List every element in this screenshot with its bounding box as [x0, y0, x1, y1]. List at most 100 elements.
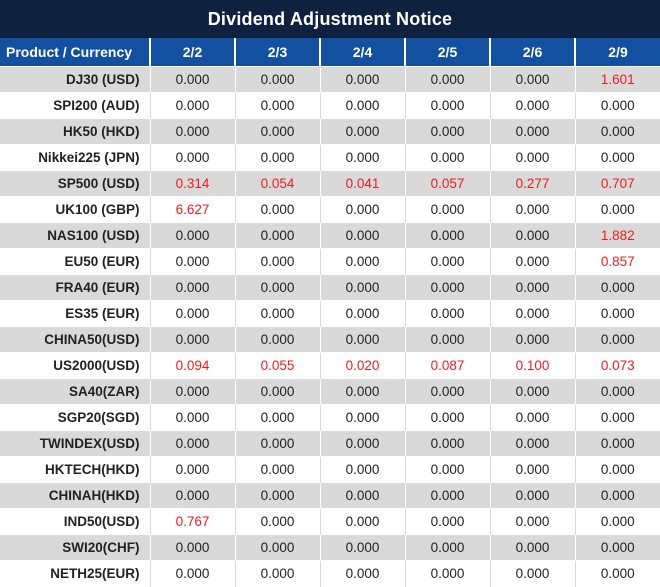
value-cell: 0.000 — [489, 196, 575, 223]
value-cell: 0.000 — [489, 300, 575, 327]
value-cell: 0.000 — [234, 92, 320, 119]
product-cell: FRA40 (EUR) — [55, 280, 140, 295]
value-cell: 0.000 — [489, 326, 575, 353]
value-cell: 0.857 — [574, 248, 660, 275]
table-row: DJ30 (USD) 0.000 0.000 0.000 0.000 0.000… — [0, 66, 660, 93]
value-cell: 0.000 — [149, 430, 235, 457]
value-cell: 0.000 — [149, 326, 235, 353]
date-header: 2/2 — [149, 38, 235, 67]
table-row: SA40(ZAR) 0.000 0.000 0.000 0.000 0.000 … — [0, 378, 660, 405]
table-row: NAS100 (USD) 0.000 0.000 0.000 0.000 0.0… — [0, 222, 660, 249]
table-row: US2000(USD) 0.094 0.055 0.020 0.087 0.10… — [0, 352, 660, 379]
value-cell: 0.000 — [574, 326, 660, 353]
value-cell: 1.882 — [574, 222, 660, 249]
value-cell: 0.000 — [319, 456, 405, 483]
value-cell: 0.000 — [489, 66, 575, 93]
product-cell: HK50 (HKD) — [62, 124, 140, 139]
value-cell: 0.000 — [404, 508, 490, 535]
product-cell: CHINA50(USD) — [44, 332, 140, 347]
value-cell: 0.000 — [574, 144, 660, 171]
value-cell: 0.000 — [319, 196, 405, 223]
value-cell: 0.000 — [319, 92, 405, 119]
value-cell: 0.000 — [574, 274, 660, 301]
value-cell: 0.041 — [319, 170, 405, 197]
value-cell: 0.000 — [149, 456, 235, 483]
value-cell: 0.000 — [319, 508, 405, 535]
value-cell: 0.000 — [319, 274, 405, 301]
product-cell: DJ30 (USD) — [65, 72, 140, 87]
table-row: TWINDEX(USD) 0.000 0.000 0.000 0.000 0.0… — [0, 430, 660, 457]
value-cell: 0.000 — [319, 248, 405, 275]
product-cell: ES35 (EUR) — [65, 306, 140, 321]
value-cell: 0.000 — [319, 482, 405, 509]
value-cell: 0.000 — [234, 222, 320, 249]
value-cell: 1.601 — [574, 66, 660, 93]
value-cell: 0.094 — [149, 352, 235, 379]
value-cell: 0.277 — [489, 170, 575, 197]
value-cell: 0.087 — [404, 352, 490, 379]
value-cell: 0.767 — [149, 508, 235, 535]
value-cell: 0.000 — [234, 274, 320, 301]
value-cell: 0.000 — [404, 196, 490, 223]
title-bar: Dividend Adjustment Notice — [0, 0, 660, 38]
table-row: SP500 (USD) 0.314 0.054 0.041 0.057 0.27… — [0, 170, 660, 197]
value-cell: 0.000 — [319, 300, 405, 327]
value-cell: 0.000 — [574, 404, 660, 431]
date-header: 2/9 — [574, 38, 660, 67]
table-row: NETH25(EUR) 0.000 0.000 0.000 0.000 0.00… — [0, 560, 660, 587]
product-cell: SGP20(SGD) — [57, 410, 140, 425]
value-cell: 0.000 — [404, 456, 490, 483]
table-body: DJ30 (USD) 0.000 0.000 0.000 0.000 0.000… — [0, 66, 660, 587]
value-cell: 0.000 — [489, 222, 575, 249]
value-cell: 0.000 — [574, 508, 660, 535]
value-cell: 0.000 — [234, 248, 320, 275]
value-cell: 0.000 — [149, 274, 235, 301]
value-cell: 0.000 — [404, 534, 490, 561]
value-cell: 0.000 — [404, 144, 490, 171]
table-row: Nikkei225 (JPN) 0.000 0.000 0.000 0.000 … — [0, 144, 660, 171]
table-row: CHINA50(USD) 0.000 0.000 0.000 0.000 0.0… — [0, 326, 660, 353]
value-cell: 0.000 — [234, 378, 320, 405]
value-cell: 0.000 — [489, 430, 575, 457]
value-cell: 0.000 — [149, 118, 235, 145]
value-cell: 0.000 — [574, 300, 660, 327]
product-currency-header: Product / Currency — [0, 38, 150, 67]
value-cell: 0.000 — [234, 404, 320, 431]
value-cell: 0.000 — [149, 248, 235, 275]
value-cell: 0.000 — [574, 482, 660, 509]
value-cell: 0.073 — [574, 352, 660, 379]
value-cell: 0.000 — [574, 430, 660, 457]
value-cell: 0.000 — [404, 430, 490, 457]
product-cell: EU50 (EUR) — [64, 254, 140, 269]
value-cell: 0.000 — [404, 404, 490, 431]
product-cell: US2000(USD) — [53, 358, 140, 373]
value-cell: 0.000 — [489, 534, 575, 561]
value-cell: 0.000 — [489, 118, 575, 145]
value-cell: 0.000 — [489, 482, 575, 509]
value-cell: 0.314 — [149, 170, 235, 197]
value-cell: 0.000 — [319, 66, 405, 93]
value-cell: 0.000 — [319, 560, 405, 587]
value-cell: 0.054 — [234, 170, 320, 197]
value-cell: 0.000 — [234, 482, 320, 509]
value-cell: 0.000 — [489, 274, 575, 301]
dividend-table: Product / Currency 2/2 2/3 2/4 2/5 2/6 2… — [0, 38, 660, 587]
value-cell: 0.000 — [234, 144, 320, 171]
value-cell: 0.000 — [319, 118, 405, 145]
product-cell: SA40(ZAR) — [68, 384, 140, 399]
value-cell: 0.000 — [234, 508, 320, 535]
value-cell: 0.000 — [234, 300, 320, 327]
date-header: 2/3 — [234, 38, 320, 67]
value-cell: 0.000 — [489, 560, 575, 587]
date-header: 2/6 — [489, 38, 575, 67]
value-cell: 0.000 — [574, 92, 660, 119]
value-cell: 0.000 — [149, 404, 235, 431]
value-cell: 0.000 — [234, 118, 320, 145]
value-cell: 0.000 — [489, 144, 575, 171]
product-cell: NETH25(EUR) — [50, 566, 140, 581]
value-cell: 0.000 — [489, 508, 575, 535]
value-cell: 0.055 — [234, 352, 320, 379]
value-cell: 0.000 — [234, 534, 320, 561]
value-cell: 0.707 — [574, 170, 660, 197]
value-cell: 0.000 — [319, 534, 405, 561]
